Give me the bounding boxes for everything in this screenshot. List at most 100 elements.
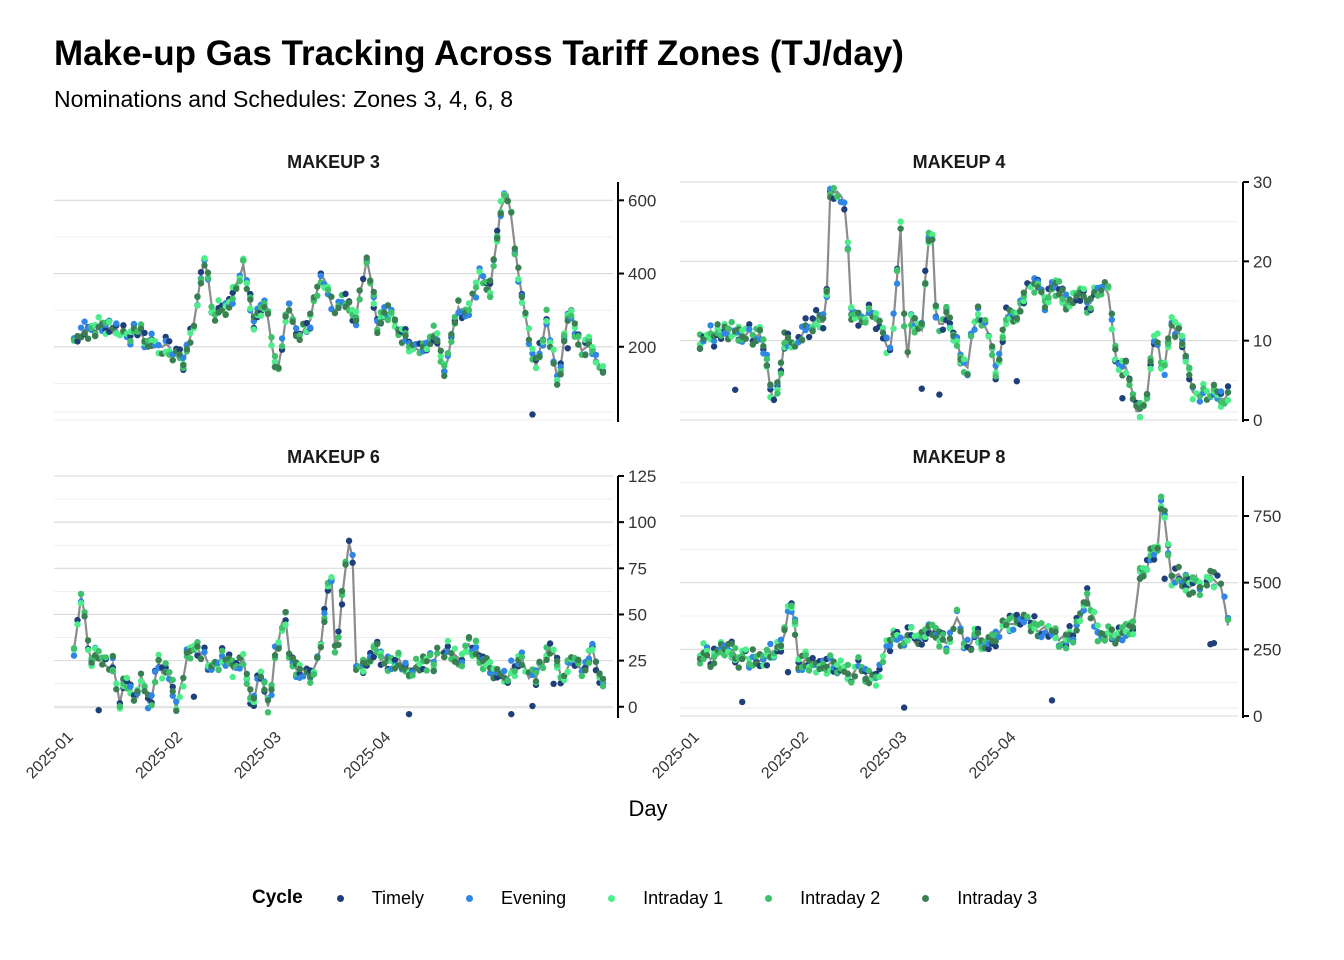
- point-intraday-3: [282, 313, 289, 320]
- point-evening: [349, 551, 356, 559]
- point-intraday-3: [377, 319, 385, 326]
- point-intraday-3: [137, 325, 145, 332]
- point-intraday-2: [1055, 278, 1063, 285]
- point-intraday-3: [84, 335, 92, 342]
- point-intraday-2: [953, 606, 961, 614]
- point-intraday-3: [296, 665, 303, 673]
- point-intraday-2: [116, 703, 124, 710]
- point-intraday-2: [777, 370, 785, 377]
- point-timely: [405, 710, 413, 718]
- point-intraday-2: [261, 679, 268, 686]
- point-intraday-1: [543, 317, 550, 325]
- point-intraday-3: [247, 686, 254, 693]
- point-evening: [229, 300, 236, 307]
- point-timely: [922, 267, 929, 275]
- point-intraday-1: [550, 346, 557, 353]
- point-intraday-3: [865, 679, 873, 687]
- point-intraday-3: [988, 343, 996, 350]
- point-intraday-3: [448, 331, 455, 338]
- point-intraday-2: [879, 658, 887, 666]
- point-intraday-3: [1189, 589, 1197, 596]
- legend-label-intraday-3: Intraday 3: [957, 887, 1038, 908]
- point-intraday-2: [1024, 613, 1031, 620]
- point-intraday-1: [742, 646, 749, 653]
- point-evening: [113, 320, 120, 327]
- point-intraday-2: [444, 350, 452, 357]
- point-evening: [130, 320, 138, 328]
- point-intraday-3: [497, 210, 504, 217]
- legend-item-intraday-1: Intraday 1: [598, 888, 723, 909]
- point-timely: [342, 290, 349, 298]
- point-intraday-2: [710, 653, 718, 661]
- point-timely: [197, 268, 205, 276]
- point-intraday-3: [289, 318, 296, 325]
- point-intraday-3: [91, 332, 99, 340]
- point-intraday-1: [123, 674, 131, 682]
- point-evening: [932, 314, 940, 321]
- point-intraday-2: [518, 653, 526, 661]
- point-intraday-3: [247, 296, 254, 303]
- point-timely: [391, 656, 399, 664]
- point-intraday-3: [900, 310, 908, 317]
- point-timely: [841, 206, 848, 213]
- point-timely: [739, 698, 746, 706]
- point-intraday-3: [777, 642, 785, 650]
- point-intraday-3: [957, 628, 964, 635]
- point-intraday-2: [585, 659, 593, 667]
- point-intraday-2: [999, 334, 1006, 342]
- point-intraday-1: [876, 673, 883, 681]
- point-intraday-3: [1161, 507, 1168, 514]
- point-timely: [918, 385, 925, 392]
- point-intraday-3: [243, 670, 251, 678]
- point-intraday-1: [1203, 388, 1211, 395]
- point-evening: [777, 636, 785, 643]
- point-intraday-2: [109, 668, 116, 675]
- point-evening: [441, 368, 448, 375]
- point-intraday-3: [735, 664, 742, 671]
- point-intraday-1: [476, 268, 483, 275]
- point-intraday-1: [444, 637, 452, 645]
- point-intraday-3: [777, 359, 785, 366]
- point-intraday-3: [437, 347, 444, 354]
- point-intraday-2: [240, 257, 247, 264]
- point-evening: [964, 636, 971, 644]
- point-intraday-2: [409, 672, 416, 679]
- point-intraday-3: [851, 673, 859, 680]
- point-timely: [985, 645, 992, 653]
- point-timely: [1013, 377, 1020, 385]
- point-intraday-1: [1154, 330, 1161, 337]
- point-intraday-3: [173, 707, 180, 715]
- y-tick-label-makeup-4: 10: [1253, 332, 1272, 351]
- point-intraday-3: [1175, 325, 1182, 332]
- point-intraday-2: [539, 337, 547, 344]
- point-intraday-1: [250, 326, 258, 333]
- point-timely: [1076, 297, 1084, 304]
- point-intraday-1: [106, 318, 113, 326]
- point-intraday-1: [879, 652, 887, 660]
- point-timely: [1031, 613, 1038, 620]
- point-intraday-3: [109, 652, 116, 660]
- point-intraday-3: [879, 329, 887, 336]
- point-intraday-2: [1129, 391, 1137, 398]
- point-intraday-1: [564, 668, 571, 676]
- point-intraday-2: [1196, 591, 1204, 599]
- point-timely: [732, 386, 739, 393]
- point-intraday-3: [448, 649, 455, 657]
- point-intraday-1: [525, 325, 533, 332]
- chart-subtitle: Nominations and Schedules: Zones 3, 4, 6…: [54, 86, 514, 112]
- point-intraday-3: [1175, 563, 1182, 571]
- point-timely: [176, 346, 183, 353]
- point-intraday-3: [352, 317, 360, 324]
- point-intraday-1: [1094, 622, 1101, 629]
- point-intraday-1: [1020, 297, 1028, 305]
- point-intraday-1: [585, 333, 593, 340]
- point-intraday-2: [388, 309, 395, 316]
- point-intraday-3: [1020, 289, 1028, 296]
- point-intraday-3: [268, 686, 275, 693]
- point-intraday-3: [774, 379, 781, 386]
- point-intraday-1: [1136, 414, 1144, 421]
- point-intraday-3: [703, 652, 711, 659]
- point-intraday-2: [243, 680, 251, 687]
- x-tick-label: 2025-01: [649, 729, 703, 783]
